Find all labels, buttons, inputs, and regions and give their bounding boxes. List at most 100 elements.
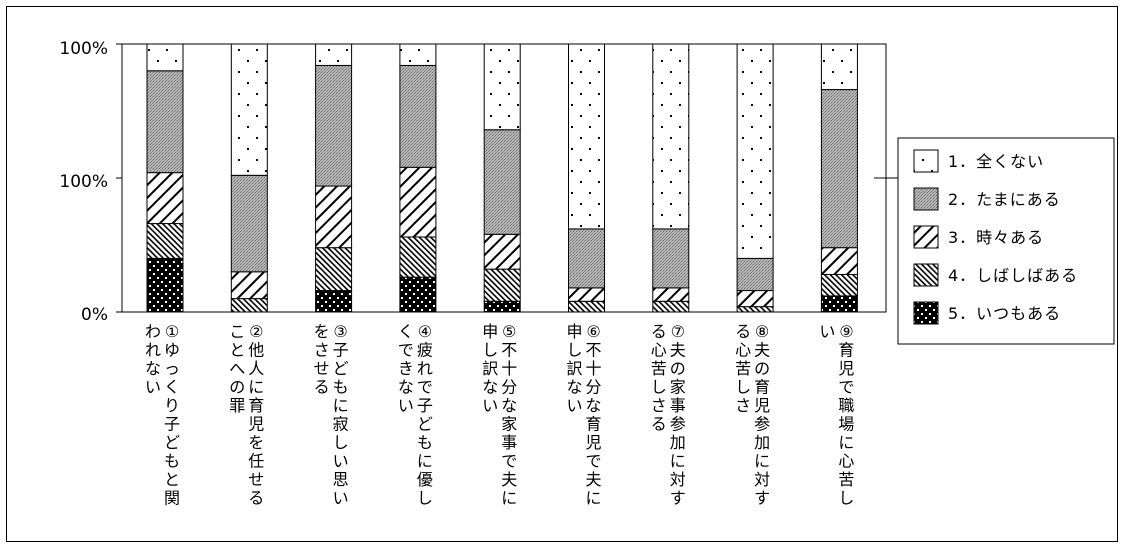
bar-segment-7-series-5: [652, 43, 690, 230]
category-label-char: れ: [417, 359, 433, 378]
category-label-char: 苦: [838, 470, 854, 489]
category-label-char: な: [398, 378, 414, 397]
bar-segment-4-series-2: [399, 236, 437, 278]
category-label-char: し: [417, 489, 433, 508]
category-label-char: 人: [248, 359, 264, 378]
category-label-char: 育: [585, 415, 601, 434]
category-label-char: の: [754, 359, 770, 378]
legend-label-1: 1．全くない: [948, 152, 1044, 171]
category-label-char: 子: [417, 396, 433, 415]
bar-segment-8-series-2: [736, 306, 774, 313]
legend-label-4: 4．しばしばある: [948, 266, 1078, 285]
category-label-char: し: [482, 341, 498, 360]
category-label-char: 心: [651, 341, 667, 360]
category-label-char: 任: [248, 452, 264, 471]
category-label-char: 児: [754, 396, 770, 415]
category-label-char: ⑦: [671, 322, 685, 341]
category-label-char: 事: [670, 396, 686, 415]
category-label-char: 疲: [417, 341, 433, 360]
category-label-char: と: [164, 470, 180, 489]
bar-segment-1-series-5: [146, 43, 184, 72]
category-label-char: 寂: [333, 415, 349, 434]
category-label-char: 申: [482, 322, 498, 341]
category-label-char: わ: [145, 322, 161, 341]
legend-label-3: 3．時々ある: [948, 228, 1044, 247]
legend-swatch-4: [913, 263, 939, 287]
bar-segment-9-series-5: [820, 43, 858, 91]
category-label-char: 不: [501, 341, 517, 360]
category-label-char: ⑤: [502, 322, 516, 341]
category-label-char: い: [333, 452, 349, 471]
category-label-char: し: [651, 378, 667, 397]
category-label-char: く: [398, 322, 414, 341]
category-label-char: す: [670, 489, 686, 508]
category-label-char: 育: [248, 396, 264, 415]
category-label-char: な: [145, 359, 161, 378]
category-label-char: に: [754, 452, 770, 471]
bar-segment-2-series-4: [230, 174, 268, 273]
category-labels: ①ゆっくり子どもと関われない②他人に育児を任せることへの罪③子どもに寂しい思いを…: [145, 322, 854, 508]
category-label-char: 児: [838, 359, 854, 378]
category-label-char: 家: [670, 378, 686, 397]
category-label-char: も: [164, 452, 180, 471]
category-label-char: ど: [164, 433, 180, 452]
category-label-char: い: [333, 489, 349, 508]
bar-segment-8-series-3: [736, 290, 774, 308]
bar-segment-6-series-2: [568, 300, 605, 313]
category-label-char: る: [651, 322, 667, 341]
legend: 1．全くない 2．たまにある 3．時々ある 4．しばしばある 5．いつもある: [913, 149, 1078, 325]
category-label-char: る: [314, 378, 330, 397]
category-label-char: に: [248, 378, 264, 397]
category-label-char: で: [417, 378, 433, 397]
category-label-char: 児: [585, 433, 601, 452]
bar-segment-9-series-2: [820, 273, 858, 297]
category-label-char: な: [566, 378, 582, 397]
category-label-char: 苦: [735, 359, 751, 378]
category-label-char: 訳: [482, 359, 498, 378]
bar-segment-3-series-5: [315, 43, 353, 66]
category-label-char: 育: [754, 378, 770, 397]
bar-segment-1-series-1: [146, 257, 184, 313]
category-label-char: ⑧: [755, 322, 769, 341]
bar-segment-8-series-4: [736, 257, 774, 292]
category-label-char: 加: [670, 433, 686, 452]
category-label-char: い: [145, 378, 161, 397]
category-label-char: 心: [735, 341, 751, 360]
bar-segment-5-series-2: [483, 268, 521, 302]
bar-segment-9-series-4: [820, 89, 858, 249]
bar-segment-4-series-3: [399, 166, 437, 238]
category-label-char: 対: [754, 470, 770, 489]
category-label-char: い: [566, 396, 582, 415]
category-label-char: い: [819, 322, 835, 341]
category-label-char: れ: [145, 341, 161, 360]
category-label-char: 夫: [754, 341, 770, 360]
bar-segment-7-series-4: [652, 228, 690, 289]
bar-segment-2-series-3: [230, 271, 268, 300]
bar-segment-9-series-1: [820, 295, 858, 313]
bars-group: [146, 43, 858, 313]
category-label-char: ②: [249, 322, 263, 341]
category-label-char: ①: [165, 322, 179, 341]
bar-segment-3-series-1: [315, 290, 353, 313]
category-label-char: 思: [333, 470, 349, 489]
category-label-char: 家: [501, 415, 517, 434]
category-label-char: と: [229, 341, 245, 360]
y-tick-1: 100%: [59, 172, 108, 192]
legend-label-5: 5．いつもある: [948, 304, 1061, 323]
category-label-char: 他: [248, 341, 264, 360]
bar-segment-1-series-4: [146, 70, 184, 174]
category-label-char: 訳: [566, 359, 582, 378]
category-label-char: せ: [248, 470, 264, 489]
bar-segment-5-series-3: [483, 233, 521, 270]
bar-segment-4-series-4: [399, 64, 437, 168]
category-label-char: 苦: [651, 359, 667, 378]
